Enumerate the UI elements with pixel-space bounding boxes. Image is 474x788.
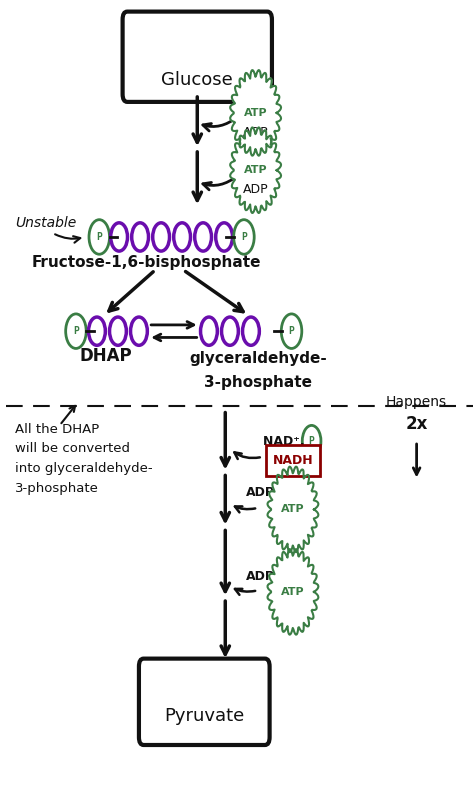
Text: P: P [289, 326, 294, 336]
Text: ATP: ATP [244, 108, 267, 118]
Polygon shape [230, 70, 281, 156]
FancyBboxPatch shape [139, 659, 270, 745]
Text: P: P [96, 232, 102, 242]
Text: Unstable: Unstable [15, 216, 76, 230]
Polygon shape [267, 549, 319, 634]
Text: 2x: 2x [405, 414, 428, 433]
Text: ATP: ATP [244, 165, 267, 175]
Text: ADP: ADP [243, 184, 268, 196]
Text: glyceraldehyde-: glyceraldehyde- [189, 351, 327, 366]
Text: P: P [73, 326, 79, 336]
Text: P: P [241, 232, 247, 242]
Text: Glucose: Glucose [161, 71, 233, 89]
Text: ATP: ATP [281, 587, 305, 597]
Text: Fructose-1,6-bisphosphate: Fructose-1,6-bisphosphate [31, 255, 261, 269]
Text: All the DHAP: All the DHAP [15, 423, 100, 436]
Text: ATP: ATP [281, 504, 305, 515]
FancyBboxPatch shape [123, 12, 272, 102]
Text: will be converted: will be converted [15, 443, 130, 455]
Text: 3-phosphate: 3-phosphate [15, 481, 99, 495]
Text: 3-phosphate: 3-phosphate [204, 375, 312, 390]
Text: ADP: ADP [243, 126, 268, 139]
Polygon shape [267, 466, 319, 552]
Text: DHAP: DHAP [80, 348, 133, 366]
Text: Pyruvate: Pyruvate [164, 707, 245, 725]
Text: ADP: ADP [246, 570, 275, 582]
Text: into glyceraldehyde-: into glyceraldehyde- [15, 462, 153, 475]
Text: P: P [309, 436, 315, 446]
FancyBboxPatch shape [266, 445, 319, 477]
Text: NADH: NADH [273, 454, 313, 467]
Polygon shape [230, 128, 281, 213]
Text: NAD⁺,: NAD⁺, [263, 435, 309, 448]
Text: ADP: ADP [246, 485, 275, 499]
Text: Happens: Happens [386, 395, 447, 409]
